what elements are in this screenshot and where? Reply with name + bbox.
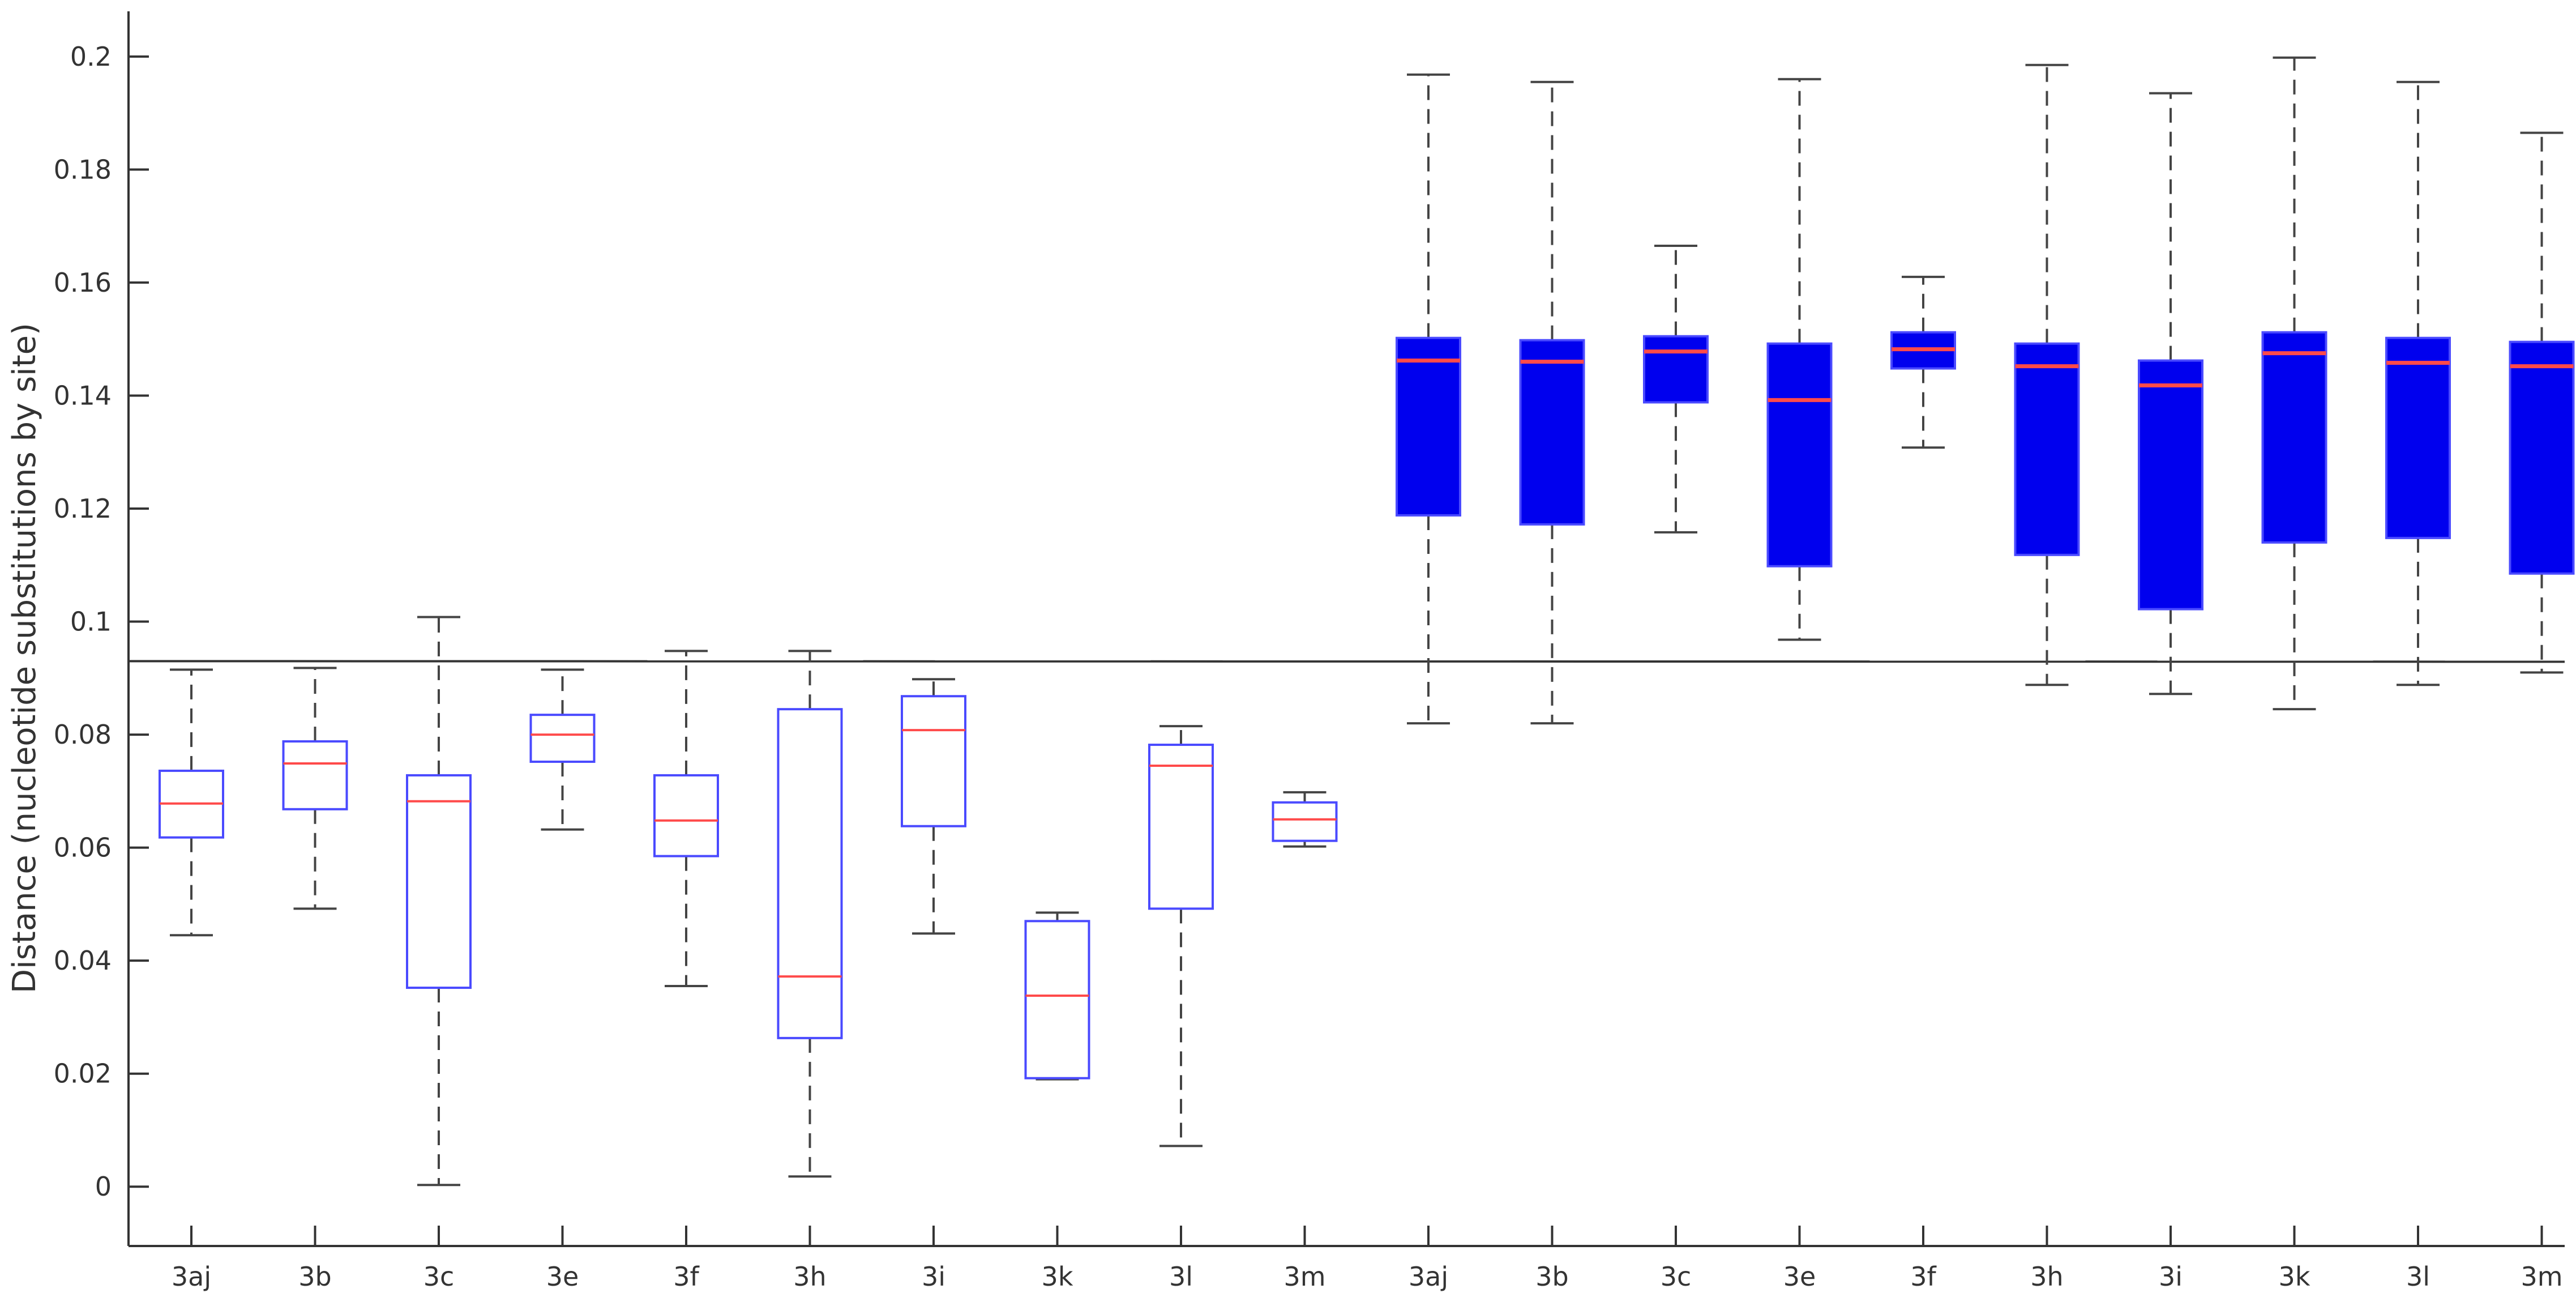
iqr-box [282,740,348,810]
iqr-box [2385,336,2451,539]
x-tick-label: 3aj [1409,1261,1448,1292]
y-tick-label: 0.18 [54,154,112,185]
box-3i [901,678,966,935]
box-3m [2509,131,2575,674]
y-tick-label: 0.02 [54,1059,112,1089]
x-tick-label: 3c [423,1261,455,1292]
x-tick-label: 3i [922,1261,945,1292]
box-3m [1272,791,1338,848]
y-tick-label: 0.16 [54,267,112,298]
iqr-box [406,774,472,989]
x-tick-label: 3m [2521,1261,2562,1292]
box-3b [282,667,348,910]
iqr-box [1148,744,1214,910]
reference-line-layer [128,660,2565,663]
y-tick-label: 0.08 [54,719,112,750]
x-tick-label: 3m [1283,1261,1325,1292]
tick-labels-layer: 0 0.02 0.04 0.06 0.08 0.1 0.12 0.14 0.16 0.18 0.2 3… [54,41,2563,1292]
box-3e [1766,78,1833,641]
x-tick-label: 3f [1910,1261,1937,1292]
box-3b [1519,80,1585,725]
y-tick-label: 0.06 [54,833,112,863]
x-tick-label: 3aj [172,1261,211,1292]
x-tick-label: 3f [673,1261,700,1292]
iqr-box [2014,342,2080,556]
box-3k [2261,56,2327,711]
box-3c [1643,245,1709,534]
box-3h [2014,63,2080,686]
reference-line [128,660,2565,663]
y-tick-label: 0.1 [70,607,112,637]
axes-layer [127,11,2565,1247]
iqr-box [901,695,966,827]
x-tick-label: 3k [1042,1261,1073,1292]
x-tick-label: 3e [546,1261,579,1292]
iqr-box [529,714,596,763]
y-tick-label: 0.2 [70,41,112,72]
iqr-box [2138,359,2203,611]
x-tick-label: 3l [2406,1261,2430,1292]
iqr-box [1024,920,1090,1079]
box-3f [1890,275,1956,449]
boxes-layer [159,56,2575,1187]
x-tick-label: 3i [2159,1261,2183,1292]
x-tick-label: 3l [1169,1261,1193,1292]
y-tick-label: 0.04 [54,945,112,976]
x-tick-label: 3h [793,1261,826,1292]
box-3f [653,650,719,988]
box-3aj [1396,73,1461,725]
y-tick-label: 0 [95,1171,112,1202]
iqr-box [1519,339,1585,526]
box-3aj [159,668,224,937]
iqr-box [1272,801,1338,842]
iqr-box [1766,342,1833,567]
iqr-box [2261,331,2327,544]
y-tick-label: 0.12 [54,493,112,524]
y-tick-label: 0.14 [54,380,112,411]
x-tick-label: 3b [1535,1261,1568,1292]
x-tick-label: 3e [1783,1261,1816,1292]
box-3i [2138,92,2203,695]
x-tick-label: 3h [2030,1261,2063,1292]
box-3l [1148,725,1214,1147]
box-3e [529,668,596,831]
x-tick-label: 3k [2279,1261,2310,1292]
y-axis-title: Distance (nucleotide substitutions by si… [6,323,43,993]
iqr-box [1643,335,1709,404]
box-3h [777,650,843,1178]
box-3c [406,616,472,1187]
x-tick-label: 3c [1661,1261,1692,1292]
box-3k [1024,911,1090,1081]
iqr-box [1396,336,1461,517]
iqr-box [653,774,719,857]
iqr-box [777,708,843,1039]
box-3l [2385,80,2451,686]
iqr-box [2509,340,2575,575]
x-tick-label: 3b [298,1261,331,1292]
